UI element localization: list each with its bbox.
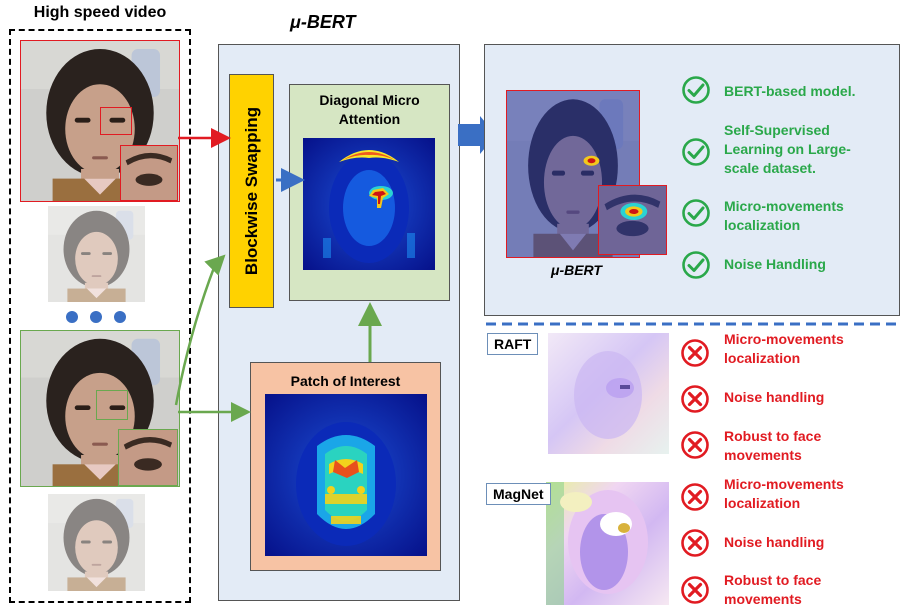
ellipsis-dot-1: [66, 311, 78, 323]
cross-circle-icon: [680, 575, 710, 605]
video-frames-box: [9, 29, 191, 603]
frame-3-eye-zoom: [118, 429, 178, 486]
patch-of-interest-block: Patch of Interest: [250, 362, 441, 571]
blockwise-swapping-block: Blockwise Swapping: [229, 74, 274, 308]
check-circle-icon: [681, 198, 711, 228]
attention-title: Diagonal Micro Attention: [319, 92, 420, 127]
bert-title: μ-BERT: [290, 12, 356, 32]
cross-circle-icon: [680, 482, 710, 512]
check-circle-icon: [681, 75, 711, 105]
magnet-item-3: Robust to face movements: [724, 572, 822, 607]
cross-circle-icon: [680, 430, 710, 460]
result-feature-4: Noise Handling: [724, 256, 826, 272]
poi-title: Patch of Interest: [290, 373, 401, 389]
raft-label: RAFT: [487, 333, 539, 355]
magnet-item-2: Noise handling: [724, 534, 825, 550]
result-feature-3: Micro-movements localization: [724, 198, 844, 233]
poi-heatmap: [265, 394, 427, 556]
cross-circle-icon: [680, 384, 710, 414]
video-frame-1: [20, 40, 180, 202]
result-eye-zoom: [598, 185, 667, 255]
raft-flow-image: [548, 333, 669, 454]
raft-item-3: Robust to face movements: [724, 428, 822, 463]
magnet-flow-image: [546, 482, 669, 605]
result-feature-2: Self-Supervised Learning on Large-scale …: [724, 122, 851, 176]
raft-item-1: Micro-movements localization: [724, 331, 844, 366]
frame-3-roi: [96, 390, 128, 420]
result-label: μ-BERT: [551, 262, 602, 278]
video-frame-3: [20, 330, 180, 487]
cross-circle-icon: [680, 338, 710, 368]
diagonal-attention-block: Diagonal Micro Attention: [289, 84, 450, 301]
result-feature-1: BERT-based model.: [724, 83, 856, 99]
ellipsis-dot-3: [114, 311, 126, 323]
magnet-item-1: Micro-movements localization: [724, 476, 844, 511]
video-title: High speed video: [33, 4, 167, 21]
frame-1-eye-zoom: [120, 145, 178, 201]
ellipsis-dot-2: [90, 311, 102, 323]
cross-circle-icon: [680, 528, 710, 558]
magnet-label: MagNet: [486, 483, 551, 505]
frame-1-roi: [100, 107, 132, 135]
check-circle-icon: [681, 250, 711, 280]
attention-heatmap: [303, 138, 435, 270]
check-circle-icon: [681, 137, 711, 167]
raft-item-2: Noise handling: [724, 389, 825, 405]
